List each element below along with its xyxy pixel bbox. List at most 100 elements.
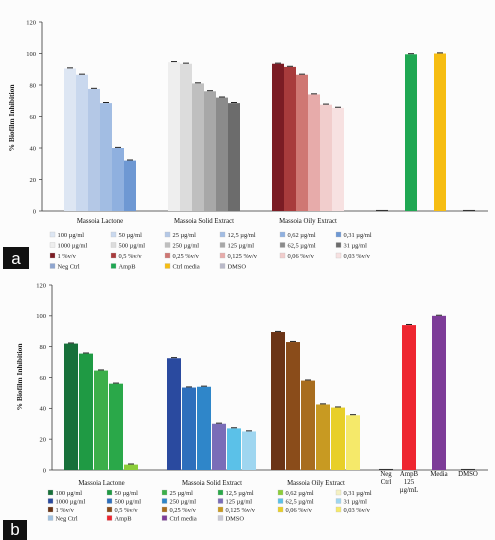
legend-swatch bbox=[277, 498, 284, 504]
bar bbox=[296, 74, 308, 211]
legend-swatch bbox=[106, 515, 113, 521]
category-label-line: Ctrl bbox=[381, 479, 392, 486]
legend-swatch bbox=[161, 489, 168, 496]
legend-label: 0,25 %v/v bbox=[173, 253, 200, 260]
category-label-control: DMSO bbox=[458, 471, 478, 478]
legend-label: 0,06 %v/v bbox=[286, 507, 313, 514]
bar bbox=[216, 97, 228, 211]
legend-label: AmpB bbox=[115, 516, 132, 523]
category-label-massoia-solid-extract: Massoia Solid Extract bbox=[174, 218, 234, 225]
legend-label: 0,125 %v/v bbox=[228, 253, 258, 260]
category-label-control: Media bbox=[430, 471, 447, 478]
y-axis-label: % Biofilm Inhibition bbox=[7, 84, 16, 152]
legend-label: 125 µg/ml bbox=[226, 499, 253, 506]
category-label-control: AmpB 125 µg/mL bbox=[400, 471, 419, 494]
legend-swatch bbox=[161, 515, 168, 521]
y-tick-label: 120 bbox=[36, 282, 46, 289]
legend-label: 62,5 µg/ml bbox=[286, 499, 314, 506]
bar bbox=[271, 332, 285, 470]
bar bbox=[286, 342, 300, 470]
legend-label: 12,5 µg/ml bbox=[228, 232, 256, 239]
category-label-massoia-oily-extract: Massoia Oily Extract bbox=[287, 480, 345, 487]
legend-label: Neg Ctrl bbox=[56, 516, 78, 523]
legend-swatch bbox=[110, 263, 117, 269]
legend-swatch bbox=[217, 506, 224, 513]
bar bbox=[272, 63, 284, 211]
legend-label: 0,25 %v/v bbox=[170, 507, 197, 514]
bar bbox=[94, 370, 108, 470]
bar bbox=[182, 387, 196, 470]
legend-swatch bbox=[164, 231, 171, 238]
legend-swatch bbox=[219, 242, 226, 248]
legend-swatch bbox=[277, 489, 284, 496]
bar bbox=[100, 103, 112, 211]
legend-swatch bbox=[106, 498, 113, 504]
y-tick-label: 40 bbox=[30, 145, 37, 152]
bar bbox=[124, 464, 138, 470]
legend-swatch bbox=[47, 498, 54, 504]
legend-swatch bbox=[47, 506, 54, 513]
category-label-massoia-lactone: Massoia Lactone bbox=[78, 480, 124, 487]
legend-swatch bbox=[110, 242, 117, 248]
legend-label: 0,125 %v/v bbox=[226, 507, 256, 514]
bar bbox=[402, 325, 416, 470]
legend-label: 62,5 µg/ml bbox=[288, 243, 316, 250]
legend-swatch bbox=[279, 231, 286, 238]
bar bbox=[64, 343, 78, 470]
panel-label-a: a bbox=[11, 249, 21, 268]
y-tick-label: 60 bbox=[40, 375, 47, 382]
bar bbox=[64, 68, 76, 212]
bar bbox=[320, 104, 332, 211]
bar bbox=[228, 103, 240, 211]
legend-swatch bbox=[279, 252, 286, 259]
legend-swatch bbox=[217, 515, 224, 521]
panel-b: 0 20 40 60 80 100 120 % Biofilm Inhibition Masso… bbox=[3, 282, 488, 540]
legend-label: 100 µg/ml bbox=[56, 490, 83, 497]
y-tick-label: 60 bbox=[30, 114, 37, 121]
bar bbox=[227, 428, 241, 470]
legend-swatch bbox=[219, 231, 226, 238]
legend-swatch bbox=[335, 498, 342, 504]
bar bbox=[432, 315, 446, 470]
y-tick-label: 100 bbox=[26, 51, 36, 58]
legend-label: 1000 µg/ml bbox=[56, 499, 86, 506]
bar bbox=[434, 53, 446, 211]
category-label-line: µg/mL bbox=[400, 487, 419, 494]
bar bbox=[76, 74, 88, 211]
y-tick-label: 0 bbox=[43, 467, 46, 474]
legend-label: 500 µg/ml bbox=[119, 243, 146, 250]
legend-label: 0,31 µg/ml bbox=[344, 490, 372, 497]
bar bbox=[284, 66, 296, 211]
legend-label: 250 µg/ml bbox=[170, 499, 197, 506]
y-tick-label: 80 bbox=[40, 344, 47, 351]
panel-label-box bbox=[3, 247, 29, 269]
y-tick-label: 120 bbox=[26, 19, 36, 26]
legend-label: DMSO bbox=[226, 516, 245, 523]
legend-swatch bbox=[219, 252, 226, 259]
legend-swatch bbox=[47, 515, 54, 521]
legend-label: 50 µg/ml bbox=[115, 490, 139, 497]
legend-swatch bbox=[335, 231, 342, 238]
legend-label: 25 µg/ml bbox=[173, 232, 197, 239]
bar bbox=[405, 54, 417, 211]
bar bbox=[316, 404, 330, 470]
legend-label: 31 µg/ml bbox=[344, 499, 368, 506]
legend-label: 0,5 %v/v bbox=[115, 507, 139, 514]
legend-swatch bbox=[217, 489, 224, 496]
bar bbox=[109, 383, 123, 470]
category-label-massoia-oily-extract: Massoia Oily Extract bbox=[279, 218, 337, 225]
y-tick-label: 40 bbox=[40, 406, 47, 413]
legend-label: 500 µg/ml bbox=[115, 499, 142, 506]
category-label-line: 125 bbox=[404, 479, 415, 486]
legend-label: Ctrl media bbox=[173, 264, 200, 271]
legend-label: 50 µg/ml bbox=[119, 232, 143, 239]
bar bbox=[197, 386, 211, 470]
y-tick-label: 20 bbox=[40, 436, 47, 443]
panel-a: 0 20 40 60 80 100 120 % Biofilm Inhibition Masso… bbox=[3, 19, 488, 271]
bar bbox=[212, 423, 226, 470]
category-label-massoia-solid-extract: Massoia Solid Extract bbox=[182, 480, 242, 487]
legend-label: 31 µg/ml bbox=[344, 243, 368, 250]
legend-swatch bbox=[164, 242, 171, 248]
bar bbox=[332, 107, 344, 211]
category-label-line: Media bbox=[430, 471, 447, 478]
